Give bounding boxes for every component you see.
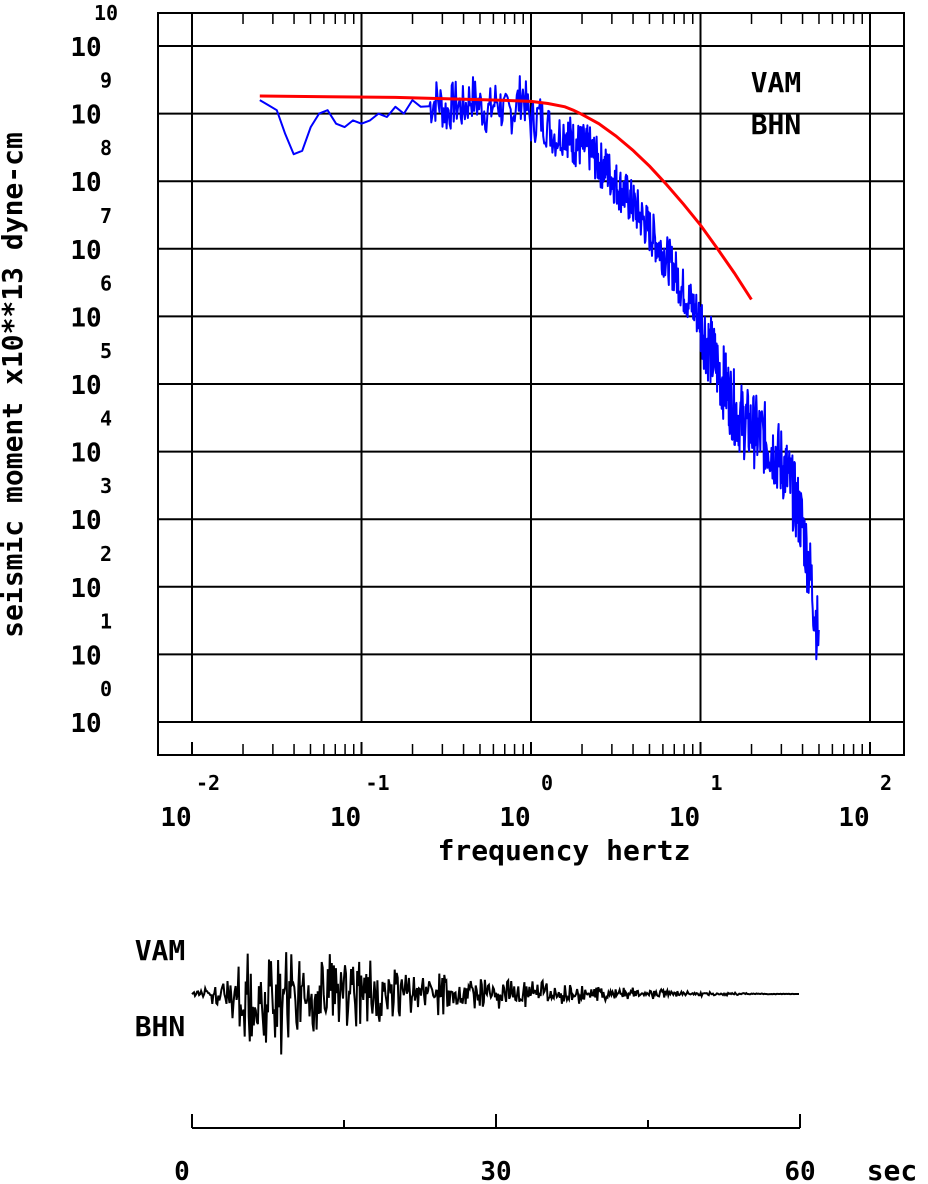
x-tick-label-exponent: -1	[365, 771, 389, 795]
y-tick-label-base: 10	[70, 439, 101, 469]
trace-station-label: VAM	[135, 934, 186, 967]
x-tick-label-base: 10	[499, 803, 530, 833]
y-axis-labels: 10 0 10 1 10 2 10 3 10 4 10 5 10 6 10 7 10 8 10 9 10 10	[70, 1, 118, 739]
spectrum-lines	[259, 75, 820, 661]
y-tick-label-exponent: 2	[100, 542, 112, 566]
x-tick-label-base: 10	[669, 803, 700, 833]
time-axis-unit: sec	[867, 1154, 918, 1184]
seismogram	[191, 952, 799, 1055]
y-tick-label-base: 10	[70, 236, 101, 266]
y-tick-label-exponent: 10	[94, 1, 118, 25]
y-tick-label-base: 10	[70, 303, 101, 333]
time-axis: 0 30 60	[174, 1114, 816, 1184]
x-tick-label-base: 10	[838, 803, 869, 833]
minor-ticks	[191, 13, 904, 755]
time-tick-label: 60	[784, 1157, 815, 1184]
x-tick-label-base: 10	[160, 803, 191, 833]
y-tick-label-exponent: 3	[100, 474, 112, 498]
y-tick-label-base: 10	[70, 574, 101, 604]
y-tick-label-exponent: 4	[100, 407, 112, 431]
y-tick-label-exponent: 8	[100, 136, 112, 160]
y-tick-label-exponent: 0	[100, 677, 112, 701]
y-tick-label-base: 10	[70, 371, 101, 401]
y-tick-label-exponent: 7	[100, 204, 112, 228]
y-tick-label-base: 10	[70, 33, 101, 63]
observed-spectrum-line	[259, 75, 820, 661]
x-axis-title: frequency hertz	[438, 834, 691, 867]
time-tick-label: 0	[174, 1157, 190, 1184]
time-tick-label: 30	[480, 1157, 511, 1184]
y-tick-label-exponent: 9	[100, 69, 112, 93]
y-tick-label-exponent: 1	[100, 609, 112, 633]
spectrum-station-label: VAM	[751, 66, 802, 99]
x-tick-label-base: 10	[330, 803, 361, 833]
y-tick-label-base: 10	[70, 168, 101, 198]
x-tick-label-exponent: 0	[541, 771, 553, 795]
spectrum-channel-label: BHN	[751, 108, 802, 141]
x-tick-label-exponent: -2	[196, 771, 220, 795]
seismogram-trace	[191, 952, 799, 1055]
y-tick-label-base: 10	[70, 101, 101, 131]
model-fit-line	[259, 94, 753, 301]
y-tick-label-base: 10	[70, 709, 101, 739]
y-tick-label-exponent: 6	[100, 271, 112, 295]
x-tick-label-exponent: 2	[880, 771, 892, 795]
trace-channel-label: BHN	[135, 1010, 186, 1043]
grid	[158, 45, 871, 755]
y-axis-title: seismic moment x10**13 dyne-cm	[0, 132, 29, 638]
y-tick-label-exponent: 5	[100, 339, 112, 363]
y-tick-label-base: 10	[70, 506, 101, 536]
x-tick-label-exponent: 1	[710, 771, 722, 795]
y-tick-label-base: 10	[70, 641, 101, 671]
